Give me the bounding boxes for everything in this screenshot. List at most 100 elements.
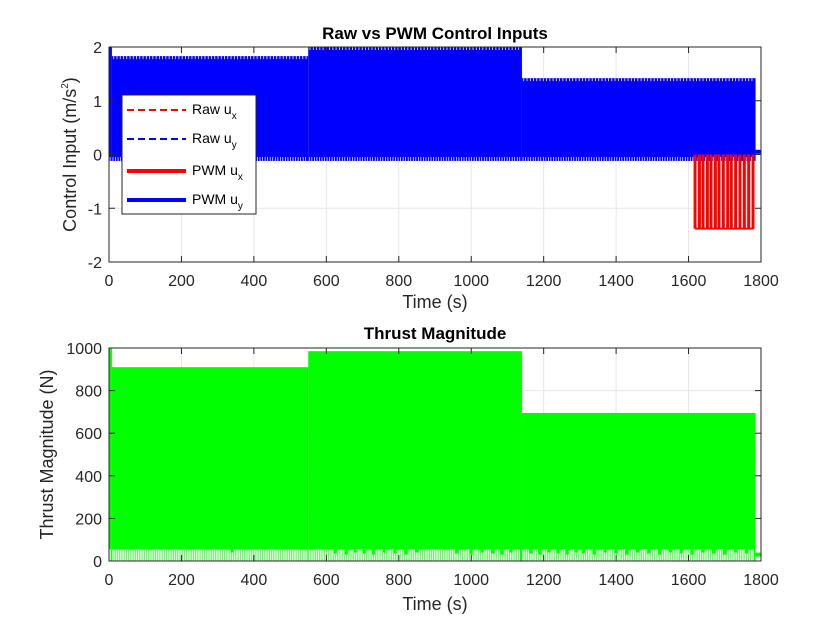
legend-pwm-ux-sub: x xyxy=(238,172,243,183)
thrust-x-tick-label: 1600 xyxy=(671,572,707,589)
legend-entry-raw-ux: Raw ux xyxy=(192,101,237,122)
thrust-dip xyxy=(574,549,578,553)
thrust-x-axis-label: Time (s) xyxy=(402,594,467,614)
thrust-dip xyxy=(636,549,640,553)
control-input-y-axis-label: Control Input (m/s2) xyxy=(60,77,80,232)
control-input-ticks xyxy=(108,46,762,263)
control-input-y-tick-label: 1 xyxy=(93,94,102,111)
thrust-y-tick-label: 800 xyxy=(75,384,102,401)
thrust-dip xyxy=(647,549,651,554)
control-input-chart: 0 200 400 600 800 1000 1200 1400 1600 1800 -2 -1 0 1 2… xyxy=(60,24,779,312)
thrust-magnitude-chart: 0 200 400 600 800 1000 1200 1400 1600 1800 0 200 400… xyxy=(37,324,779,614)
legend-pwm-uy-base: PWM u xyxy=(192,191,238,207)
thrust-y-tick-label: 1000 xyxy=(66,341,102,358)
pwm-uy-band xyxy=(109,47,112,161)
control-input-legend: Raw ux Raw uy PWM ux PWM uy xyxy=(121,94,257,215)
thrust-band xyxy=(109,348,112,561)
control-input-x-tick-label: 0 xyxy=(105,273,114,290)
thrust-x-tick-label: 1000 xyxy=(453,572,489,589)
control-input-x-tick-label: 800 xyxy=(385,273,412,290)
legend-raw-uy-sub: y xyxy=(232,140,237,151)
thrust-x-tick-label: 400 xyxy=(241,572,268,589)
legend-raw-uy-base: Raw u xyxy=(192,130,232,146)
control-input-title: Raw vs PWM Control Inputs xyxy=(322,24,548,43)
thrust-y-axis-label: Thrust Magnitude (N) xyxy=(37,369,57,539)
thrust-band xyxy=(308,351,522,561)
thrust-dip xyxy=(547,549,551,553)
thrust-dip xyxy=(582,549,586,554)
thrust-dip xyxy=(734,549,738,553)
thrust-x-tick-label: 1400 xyxy=(598,572,634,589)
thrust-dip xyxy=(362,549,366,554)
thrust-dip xyxy=(614,549,618,554)
control-input-x-tick-label: 1600 xyxy=(671,273,707,290)
thrust-dip xyxy=(556,549,560,554)
thrust-dip xyxy=(500,549,504,555)
legend-entry-pwm-uy: PWM uy xyxy=(192,191,243,212)
thrust-x-tick-label: 200 xyxy=(168,572,195,589)
thrust-dip xyxy=(529,549,533,554)
thrust-dip xyxy=(723,549,727,555)
thrust-x-tick-label: 600 xyxy=(313,572,340,589)
thrust-dip xyxy=(393,549,397,554)
thrust-dip xyxy=(603,549,607,553)
thrust-x-tick-label: 0 xyxy=(105,572,114,589)
thrust-dip xyxy=(491,549,495,554)
y-axis-label-superscript: 2 xyxy=(60,83,71,89)
control-input-x-tick-label: 600 xyxy=(313,273,340,290)
legend-raw-ux-base: Raw u xyxy=(192,101,232,117)
control-input-x-tick-label: 200 xyxy=(168,273,195,290)
control-input-y-tick-label: 0 xyxy=(93,148,102,165)
control-input-x-tick-label: 1000 xyxy=(453,273,489,290)
thrust-dip xyxy=(625,549,629,555)
legend-box xyxy=(121,94,257,215)
thrust-band xyxy=(111,367,309,561)
thrust-y-tick-label: 600 xyxy=(75,426,102,443)
thrust-dip xyxy=(371,549,375,555)
thrust-dip xyxy=(538,549,542,555)
thrust-dip xyxy=(658,549,662,555)
thrust-dip xyxy=(353,549,357,553)
thrust-axes-box xyxy=(108,347,762,562)
thrust-dip xyxy=(690,549,694,555)
control-input-tick-labels: 0 200 400 600 800 1000 1200 1400 1600 1800 -2 -1 0 1 2 xyxy=(88,40,779,290)
thrust-dip xyxy=(668,549,672,553)
thrust-dip xyxy=(455,549,459,554)
thrust-tick-labels: 0 200 400 600 800 1000 1200 1400 1600 1800 0 200 400… xyxy=(66,341,778,589)
thrust-dip xyxy=(333,549,337,554)
thrust-data xyxy=(109,348,761,561)
thrust-band xyxy=(521,412,756,561)
legend-raw-ux-sub: x xyxy=(232,111,237,122)
control-input-x-axis-label: Time (s) xyxy=(402,292,467,312)
control-input-y-tick-label: -1 xyxy=(88,201,102,218)
legend-pwm-ux-base: PWM u xyxy=(192,162,238,178)
y-axis-label-base: Control Input (m/s xyxy=(60,89,80,232)
thrust-dip xyxy=(509,549,513,553)
thrust-dip xyxy=(679,549,683,554)
control-input-y-tick-label: 2 xyxy=(93,40,102,57)
y-axis-label-close: ) xyxy=(60,77,80,83)
thrust-dip xyxy=(382,549,386,553)
control-input-y-tick-label: -2 xyxy=(88,255,102,272)
thrust-x-tick-label: 800 xyxy=(385,572,412,589)
thrust-x-tick-label: 1800 xyxy=(743,572,779,589)
thrust-y-tick-label: 400 xyxy=(75,469,102,486)
thrust-y-tick-label: 200 xyxy=(75,511,102,528)
legend-entry-pwm-ux: PWM ux xyxy=(192,162,243,183)
control-input-x-tick-label: 1400 xyxy=(598,273,634,290)
thrust-dip xyxy=(712,549,716,554)
thrust-title: Thrust Magnitude xyxy=(364,324,507,343)
control-input-x-tick-label: 1200 xyxy=(526,273,562,290)
control-input-x-tick-label: 1800 xyxy=(743,273,779,290)
thrust-dip xyxy=(344,549,348,555)
control-input-x-tick-label: 400 xyxy=(241,273,268,290)
thrust-dip xyxy=(701,549,705,553)
thrust-x-tick-label: 1200 xyxy=(526,572,562,589)
thrust-y-tick-label: 0 xyxy=(93,554,102,571)
thrust-dip xyxy=(565,549,569,555)
thrust-dip xyxy=(592,549,596,555)
thrust-dip xyxy=(230,549,234,553)
thrust-dip xyxy=(469,549,473,555)
thrust-dip xyxy=(404,549,408,555)
